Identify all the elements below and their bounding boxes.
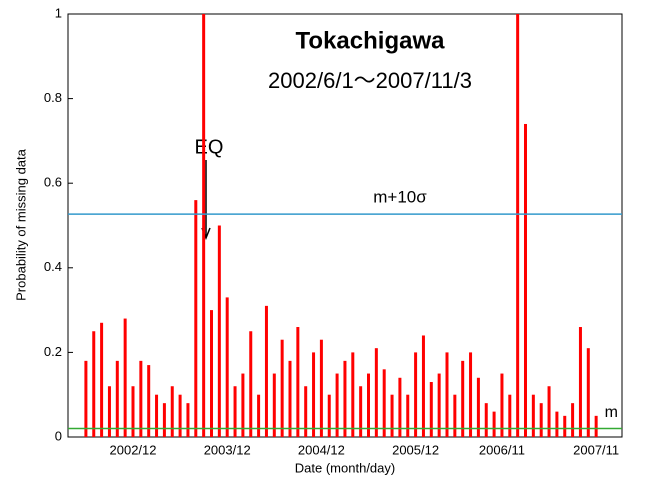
- bar: [210, 310, 213, 437]
- bar: [123, 318, 127, 437]
- bar: [139, 360, 143, 437]
- chart-title: Tokachigawa: [296, 27, 446, 54]
- bar: [249, 331, 253, 437]
- bar: [202, 14, 206, 437]
- bar: [178, 394, 182, 437]
- bar: [359, 386, 363, 437]
- bar: [524, 123, 527, 437]
- bar: [241, 373, 245, 437]
- bar: [445, 352, 449, 437]
- bar: [476, 377, 480, 437]
- bar: [429, 382, 433, 437]
- bar: [382, 369, 386, 437]
- x-tick-label: 2005/12: [392, 442, 439, 457]
- x-tick-label: 2007/11: [573, 442, 619, 457]
- x-axis-label: Date (month/day): [295, 460, 395, 475]
- chart-subtitle: 2002/6/1〜2007/11/3: [268, 68, 472, 93]
- y-axis-label: Probability of missing data: [13, 148, 28, 301]
- bar: [257, 394, 261, 437]
- bar: [115, 360, 119, 437]
- bar: [162, 403, 166, 437]
- x-tick-label: 2006/11: [479, 442, 525, 457]
- bar: [500, 373, 504, 437]
- bar: [453, 394, 457, 437]
- bar: [390, 394, 394, 437]
- bar: [217, 225, 221, 437]
- bar: [92, 331, 96, 437]
- bar: [272, 373, 276, 437]
- y-tick-label: 0.8: [44, 90, 62, 105]
- bar: [516, 14, 520, 437]
- y-tick-label: 0.2: [44, 344, 62, 359]
- bar: [414, 352, 418, 437]
- y-tick-label: 1: [55, 5, 62, 20]
- bar: [367, 373, 370, 437]
- bar: [539, 403, 543, 437]
- bar: [563, 415, 567, 437]
- bar: [84, 360, 88, 437]
- bar: [296, 327, 300, 437]
- bar: [547, 386, 551, 437]
- bar: [319, 339, 323, 437]
- y-tick-label: 0.6: [44, 175, 62, 190]
- bar: [225, 297, 229, 437]
- bar: [343, 360, 347, 437]
- eq-annotation: EQ: [195, 136, 224, 158]
- bar: [469, 352, 473, 437]
- bar: [461, 360, 465, 437]
- bar: [312, 352, 316, 437]
- bar: [594, 415, 598, 437]
- bar: [264, 305, 268, 437]
- bar: [406, 394, 410, 437]
- bar: [492, 411, 496, 437]
- bar: [398, 377, 402, 437]
- bar: [194, 200, 198, 437]
- bar: [374, 348, 378, 437]
- bar: [100, 322, 104, 437]
- bar: [233, 386, 237, 437]
- x-tick-label: 2002/12: [110, 442, 157, 457]
- bar: [555, 411, 559, 437]
- y-tick-label: 0: [55, 428, 62, 443]
- reference-label: m+10σ: [373, 188, 427, 207]
- y-tick-label: 0.4: [44, 259, 62, 274]
- bar: [437, 373, 441, 437]
- bar: [131, 386, 135, 437]
- bar: [508, 394, 512, 437]
- bar: [288, 360, 292, 437]
- bar: [571, 403, 575, 437]
- bar: [586, 348, 590, 437]
- bar: [280, 339, 284, 437]
- bar: [147, 365, 151, 437]
- x-tick-label: 2003/12: [204, 442, 251, 457]
- bar: [155, 394, 159, 437]
- bar: [170, 386, 174, 437]
- bar: [327, 394, 331, 437]
- bar: [304, 386, 308, 437]
- bar: [186, 403, 190, 437]
- x-tick-label: 2004/12: [298, 442, 345, 457]
- bar: [335, 373, 339, 437]
- bar: [531, 394, 535, 437]
- bar: [578, 327, 582, 437]
- bar: [421, 335, 425, 437]
- bar: [351, 352, 355, 437]
- reference-label: m: [605, 404, 618, 421]
- bar: [107, 386, 111, 437]
- bar: [484, 403, 488, 437]
